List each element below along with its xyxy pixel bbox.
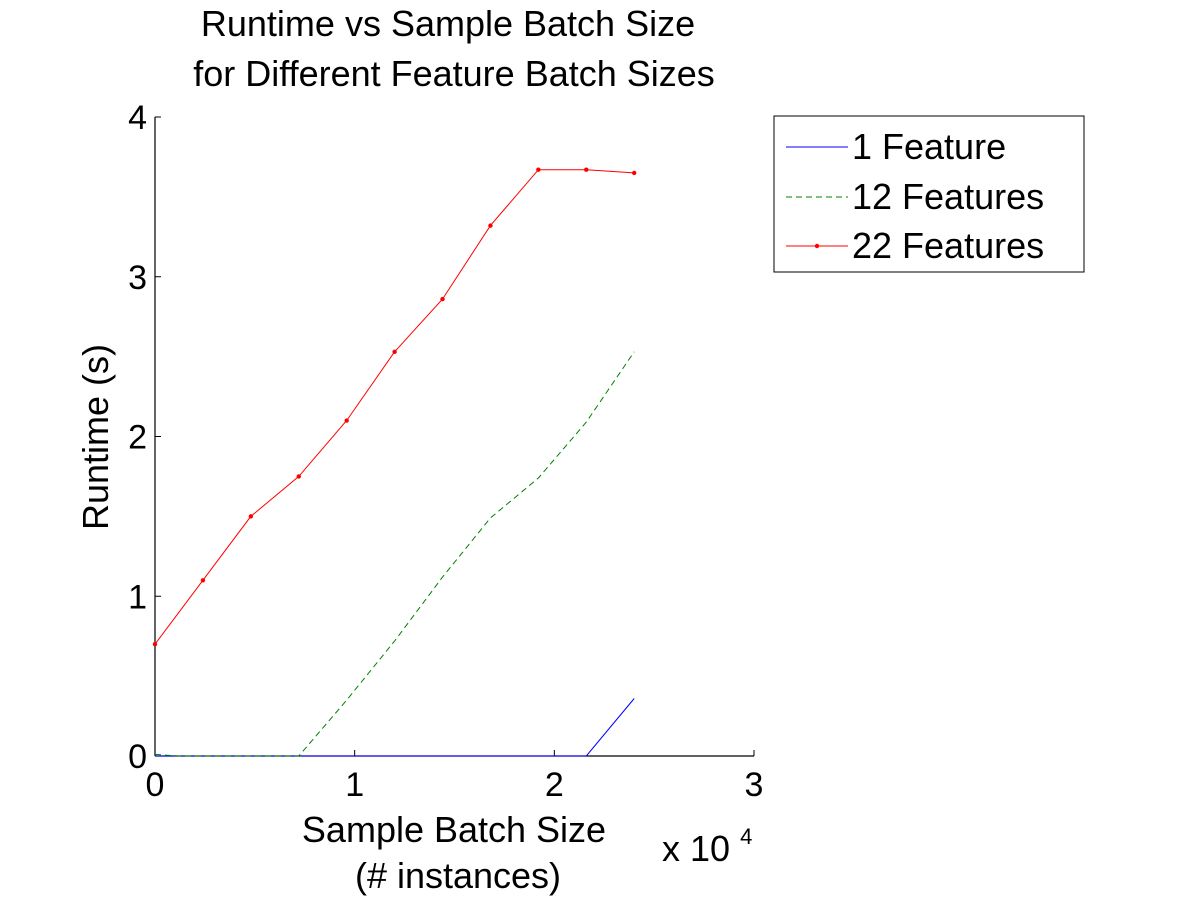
data-point-22-features bbox=[488, 223, 493, 228]
x-axis-exponent-base: x 10 bbox=[662, 828, 730, 869]
series-line-12-features bbox=[154, 351, 635, 757]
chart-title-line-1: Runtime vs Sample Batch Size bbox=[201, 3, 695, 44]
data-point-22-features bbox=[248, 514, 254, 519]
chart-title-line-2: for Different Feature Batch Sizes bbox=[193, 53, 715, 94]
y-tick-label: 1 bbox=[128, 578, 147, 616]
x-axis-ticks: 0 1 2 3 bbox=[146, 750, 764, 804]
data-point-22-features bbox=[392, 349, 397, 355]
data-point-22-features bbox=[536, 167, 541, 172]
x-tick-label: 3 bbox=[745, 766, 764, 804]
data-point-22-features bbox=[296, 474, 301, 479]
data-point-22-features bbox=[440, 296, 445, 302]
data-point-22-features bbox=[344, 418, 349, 423]
data-point-22-features bbox=[200, 578, 206, 583]
y-tick-label: 3 bbox=[128, 259, 147, 297]
data-point-22-features bbox=[584, 167, 589, 172]
x-axis-label-line-1: Sample Batch Size bbox=[302, 809, 606, 850]
y-tick-label: 2 bbox=[128, 419, 147, 457]
x-tick-label: 1 bbox=[345, 766, 364, 804]
data-point-22-features bbox=[152, 641, 158, 647]
y-axis-ticks: 0 1 2 3 4 bbox=[128, 99, 161, 776]
x-tick-label: 0 bbox=[146, 766, 165, 804]
y-tick-label: 4 bbox=[128, 99, 147, 137]
legend-label-1-feature: 1 Feature bbox=[852, 126, 1006, 167]
y-axis-label: Runtime (s) bbox=[75, 344, 116, 530]
legend-marker-22-features bbox=[814, 243, 820, 249]
x-axis-label-line-2: (# instances) bbox=[355, 855, 561, 896]
y-tick-label: 0 bbox=[128, 738, 147, 776]
x-tick-label: 2 bbox=[545, 766, 564, 804]
legend: 1 Feature 12 Features 22 Features bbox=[773, 115, 1085, 273]
data-point-22-features bbox=[632, 170, 637, 176]
legend-label-12-features: 12 Features bbox=[852, 176, 1044, 217]
plot-series bbox=[152, 167, 637, 757]
x-axis-exponent-power: 4 bbox=[740, 824, 752, 849]
legend-label-22-features: 22 Features bbox=[852, 225, 1044, 266]
x-axis-exponent-label: x 10 4 bbox=[662, 824, 752, 869]
